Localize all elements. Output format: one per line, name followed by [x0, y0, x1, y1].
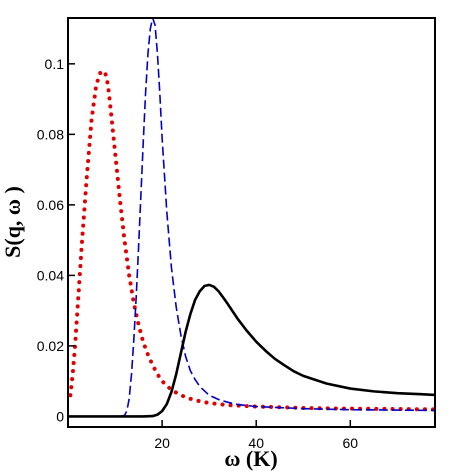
- y-axis-title: S(q, ω ): [0, 186, 25, 258]
- x-tick-label: 60: [343, 435, 359, 451]
- series-layer: [68, 18, 435, 418]
- plot-frame: [67, 17, 436, 428]
- x-axis-title: ω (K): [224, 446, 277, 471]
- series-line-solid: [68, 283, 435, 418]
- series-line-dashed: [68, 18, 435, 418]
- y-tick-label: 0.1: [45, 56, 65, 72]
- y-tick-label: 0: [56, 408, 64, 424]
- series-line-dotted: [68, 68, 435, 412]
- x-tick-label: 40: [248, 435, 264, 451]
- y-tick-label: 0.02: [37, 338, 64, 354]
- tick-layer: 20 40 60 0 0.02 0.04 0.06 0.08 0.1: [37, 56, 359, 451]
- y-tick-label: 0.08: [37, 126, 64, 142]
- y-tick-label: 0.06: [37, 197, 64, 213]
- x-tick-label: 20: [154, 435, 170, 451]
- y-tick-label: 0.04: [37, 267, 64, 283]
